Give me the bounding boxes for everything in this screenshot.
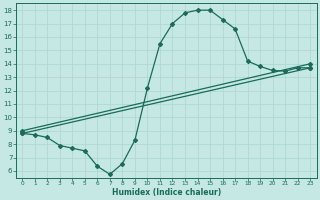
X-axis label: Humidex (Indice chaleur): Humidex (Indice chaleur)	[112, 188, 221, 197]
